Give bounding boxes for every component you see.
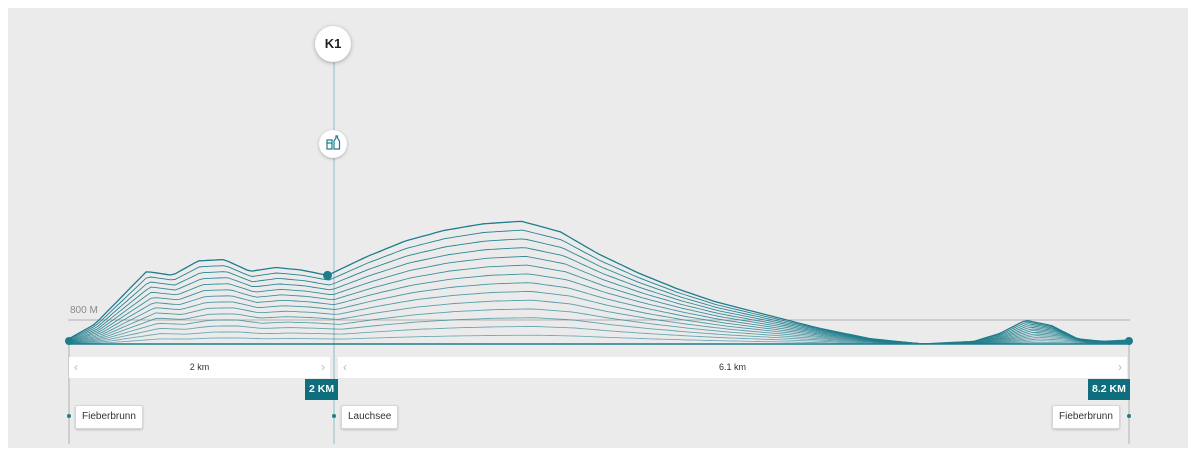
segment-distance-label: 2 km [189,362,210,372]
end-point[interactable] [1125,337,1133,345]
chevron-left-icon[interactable]: ‹ [343,360,347,374]
checkpoint-point[interactable] [323,270,332,280]
km-badge-checkpoint: 2 KM [305,379,339,400]
profile-line [68,229,1130,345]
place-dot-start [67,414,71,418]
chevron-right-icon[interactable]: › [1118,360,1122,374]
profile-line [69,282,1130,345]
place-label-finish[interactable]: Fieberbrunn [1052,405,1120,429]
chevron-left-icon[interactable]: ‹ [74,360,78,374]
place-label-checkpoint[interactable]: Lauchsee [341,405,399,429]
profile-line [69,255,1130,345]
aid-station-icon[interactable] [319,130,347,158]
chevron-right-icon[interactable]: › [321,360,325,374]
km-badge-finish: 8.2 KM [1088,379,1130,400]
start-point[interactable] [65,337,73,345]
profile-line [69,317,1129,345]
profile-layers [68,220,1130,345]
place-label-start[interactable]: Fieberbrunn [75,405,143,429]
segment-range-2[interactable]: ‹ 6.1 km › [338,357,1127,378]
place-dot-finish [1127,414,1131,418]
segment-range-1[interactable]: ‹ 2 km › [69,357,330,378]
place-dot-checkpoint [332,414,336,418]
segment-distance-label: 6.1 km [718,362,746,372]
elevation-reference-label: 800 M [70,305,98,316]
profile-line [69,291,1130,345]
checkpoint-marker[interactable]: K1 [315,26,351,62]
profile-line [68,220,1130,345]
